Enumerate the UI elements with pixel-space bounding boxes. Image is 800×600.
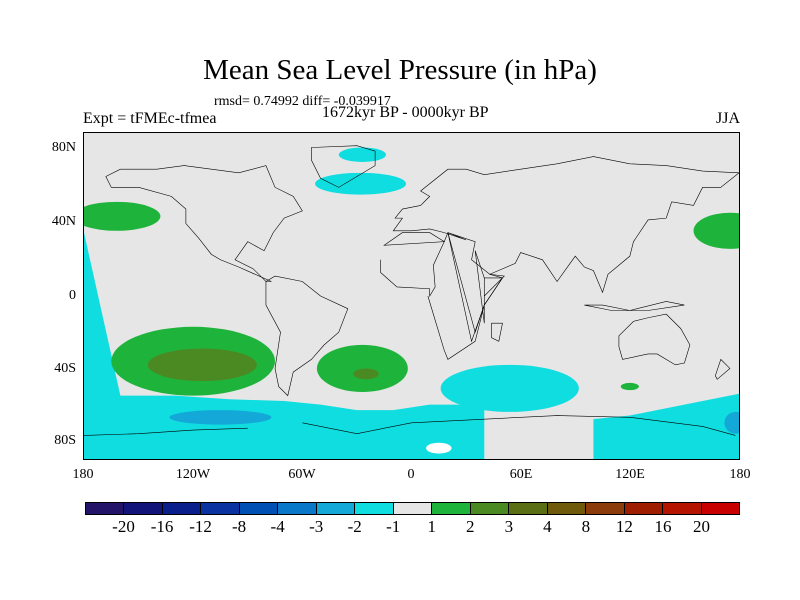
colorbar-box [509,503,548,514]
lon-label-0: 0 [407,467,415,482]
colorbar-label: -16 [150,517,174,536]
colorbar-box [239,503,279,514]
colorbar-label: -3 [309,517,324,536]
colorbar-box [86,503,125,514]
colorbar-label: 1 [427,517,437,536]
colorbar-box [663,503,702,514]
colorbar [85,502,740,515]
colorbar-label: 8 [581,517,591,536]
colorbar-label: -12 [189,517,212,536]
colorbar-box [701,503,739,514]
lon-label-120e: 120E [615,467,645,482]
colorbar-label: 20 [692,517,710,536]
period-label: 1672kyr BP - 0000kyr BP [322,104,489,121]
stats-text: rmsd= 0.74992 diff= -0.039917 [214,94,391,109]
colorbar-label: 3 [504,517,514,536]
colorbar-box [278,503,317,514]
colorbar-box [547,503,587,514]
lat-label-80n: 80N [51,140,76,155]
colorbar-label: -2 [347,517,362,536]
lat-label-0: 0 [69,288,76,303]
southern-ocean-east-negative [593,393,739,459]
colorbar-box [162,503,202,514]
lon-label-180w: 180 [72,467,94,482]
coastlines [84,146,739,436]
southern-ocean-negative-anomaly [84,232,485,459]
blue-patch-east [724,411,739,434]
north-pacific-positive [84,201,161,231]
colorbar-label: -4 [270,517,285,536]
lat-label-40s: 40S [54,361,76,376]
colorbar-label: 12 [615,517,633,536]
south-indian-negative [440,364,579,412]
colorbar-box [124,503,163,514]
greenland-negative [338,147,387,162]
map-panel [83,132,740,460]
lon-label-60e: 60E [509,467,533,482]
west-pacific-positive [693,212,739,249]
colorbar-label: -20 [112,517,135,536]
south-atlantic-positive [316,344,408,392]
lon-label-180e: 180 [729,467,751,482]
experiment-label: Expt = tFMEc-tfmea [83,110,217,127]
colorbar-label: 16 [654,517,672,536]
colorbar-box [393,503,433,514]
colorbar-box [432,503,471,514]
contour-fills [84,147,739,459]
blue-patch [169,410,272,425]
lat-label-40n: 40N [51,214,76,229]
antarctic-positive [426,442,452,454]
small-positive [620,382,639,391]
colorbar-box [316,503,356,514]
colorbar-box [470,503,510,514]
colorbar-label: -1 [386,517,401,536]
plot-title: Mean Sea Level Pressure (in hPa) [203,54,597,86]
colorbar-label: -8 [232,517,247,536]
south-atlantic-strong-positive [353,368,379,380]
colorbar-box [586,503,625,514]
south-pacific-strong-positive [147,348,257,382]
colorbar-label: 4 [543,517,552,536]
lat-label-80s: 80S [54,433,76,448]
colorbar-label: 2 [466,517,475,536]
colorbar-box [624,503,664,514]
season-label: JJA [715,110,740,127]
lon-label-120w: 120W [175,467,211,482]
colorbar-box [201,503,240,514]
north-atlantic-negative [315,172,407,195]
colorbar-box [355,503,394,514]
lon-label-60w: 60W [288,467,316,482]
